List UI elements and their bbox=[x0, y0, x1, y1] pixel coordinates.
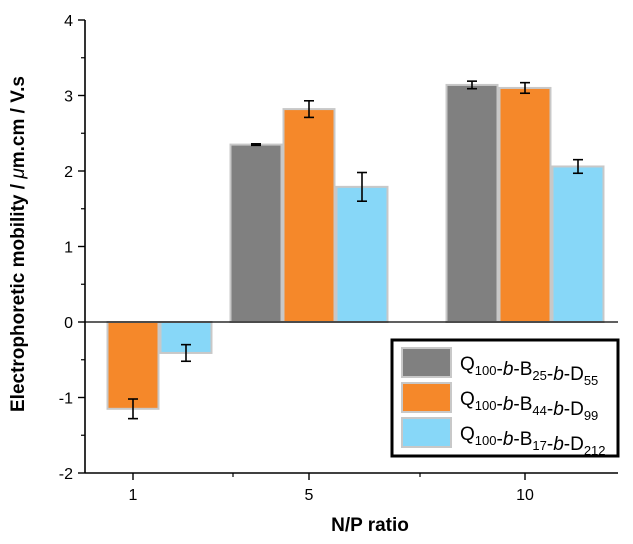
legend-label-part: -D bbox=[564, 399, 584, 420]
x-tick-label: 10 bbox=[516, 487, 534, 504]
legend-label-part: b bbox=[553, 364, 564, 385]
legend-label-part: Q bbox=[460, 354, 475, 375]
legend-label-part: b bbox=[503, 394, 514, 415]
axes: -2 -1 0 1 2 3 4 1 5 10 bbox=[59, 13, 618, 504]
legend-label-part: - bbox=[547, 399, 553, 420]
legend-swatch bbox=[401, 347, 452, 378]
y-tick-label: 1 bbox=[64, 240, 73, 257]
bar bbox=[282, 108, 336, 323]
y-axis-title-mu: μ bbox=[8, 168, 29, 180]
bar bbox=[498, 86, 552, 323]
legend-label-part: -B bbox=[513, 394, 532, 415]
legend-label-part: -D bbox=[564, 364, 584, 385]
legend-label-part: 100 bbox=[475, 363, 497, 378]
legend-label-part: 212 bbox=[584, 443, 606, 458]
legend-label-part: - bbox=[496, 394, 502, 415]
legend-label-part: b bbox=[503, 359, 514, 380]
plot-area bbox=[106, 80, 605, 420]
x-tick-label: 1 bbox=[129, 487, 138, 504]
bar bbox=[445, 83, 499, 324]
y-tick-label: -2 bbox=[59, 466, 73, 483]
legend-label-part: -B bbox=[513, 359, 532, 380]
legend-label: Q100-b-B25-b-D55 bbox=[460, 354, 598, 388]
legend-label-part: b bbox=[503, 429, 514, 450]
legend-label-part: 99 bbox=[584, 408, 598, 423]
y-axis-title-part: m.cm / V.s bbox=[8, 76, 29, 168]
legend-label-part: Q bbox=[460, 424, 475, 445]
bar bbox=[335, 185, 389, 323]
legend-label-part: Q bbox=[460, 389, 475, 410]
legend-label-part: 25 bbox=[532, 368, 546, 383]
legend-label-part: - bbox=[547, 364, 553, 385]
legend-swatch bbox=[401, 382, 452, 413]
y-axis-title: Electrophoretic mobility / μm.cm / V.s bbox=[8, 76, 29, 412]
y-tick-label: 0 bbox=[64, 315, 73, 332]
y-axis-title-part: Electrophoretic mobility / bbox=[8, 179, 29, 412]
legend-swatch bbox=[401, 417, 452, 448]
legend-label-part: 17 bbox=[532, 438, 546, 453]
legend-label-part: -D bbox=[564, 434, 584, 455]
legend-label-part: 100 bbox=[475, 398, 497, 413]
bar bbox=[229, 143, 283, 323]
legend-label: Q100-b-B44-b-D99 bbox=[460, 389, 598, 423]
legend-label-part: - bbox=[547, 434, 553, 455]
legend-label-part: 100 bbox=[475, 433, 497, 448]
y-tick-label: 2 bbox=[64, 164, 73, 181]
x-axis-title: N/P ratio bbox=[331, 515, 409, 536]
legend-label-part: 44 bbox=[532, 403, 546, 418]
legend-label-part: -B bbox=[513, 429, 532, 450]
y-tick-label: 3 bbox=[64, 89, 73, 106]
legend: Q100-b-B25-b-D55Q100-b-B44-b-D99Q100-b-B… bbox=[390, 338, 620, 458]
legend-label-part: b bbox=[553, 399, 564, 420]
legend-label-part: 55 bbox=[584, 373, 598, 388]
bar bbox=[551, 165, 605, 323]
x-tick-label: 5 bbox=[305, 487, 314, 504]
legend-label: Q100-b-B17-b-D212 bbox=[460, 424, 606, 458]
bar bbox=[106, 321, 160, 410]
y-tick-label: 4 bbox=[64, 13, 73, 30]
legend-label-part: - bbox=[496, 359, 502, 380]
legend-label-part: - bbox=[496, 429, 502, 450]
legend-label-part: b bbox=[553, 434, 564, 455]
y-tick-label: -1 bbox=[59, 391, 73, 408]
